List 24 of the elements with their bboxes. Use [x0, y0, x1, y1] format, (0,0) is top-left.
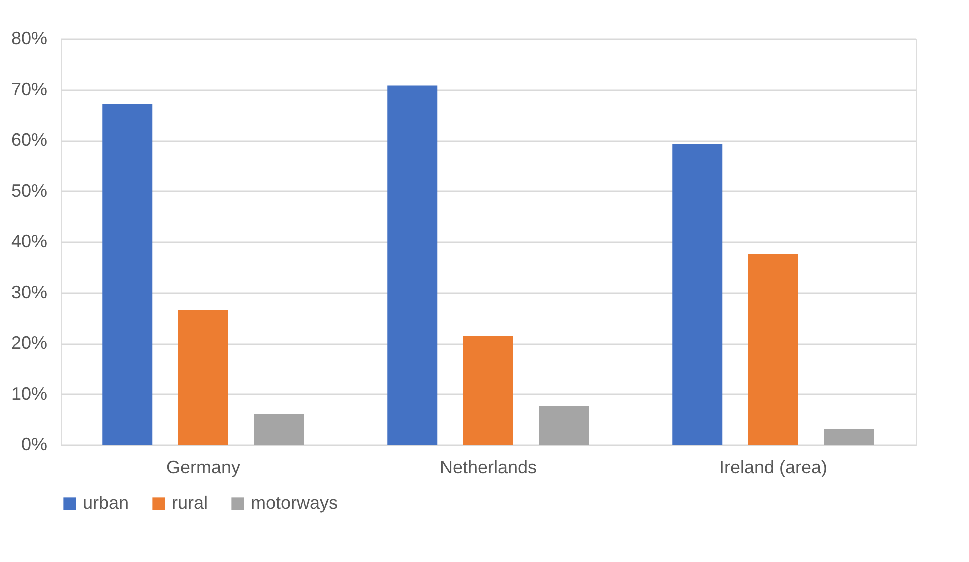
legend-label: rural: [172, 493, 208, 513]
bar: [539, 406, 590, 445]
x-tick-label: Netherlands: [440, 458, 538, 478]
bar: [254, 414, 304, 445]
legend-label: urban: [83, 493, 130, 513]
bar: [748, 254, 798, 445]
y-tick-label: 70%: [11, 79, 48, 100]
x-tick-label: Germany: [166, 458, 241, 478]
y-tick-label: 40%: [11, 232, 48, 252]
bar: [178, 310, 228, 445]
y-tick-label: 60%: [11, 130, 48, 150]
y-tick-label: 10%: [11, 384, 48, 404]
bar: [388, 86, 438, 445]
bar: [464, 336, 514, 445]
y-tick-label: 0%: [21, 434, 48, 454]
bar: [824, 429, 874, 445]
bar: [672, 144, 723, 445]
y-tick-label: 30%: [11, 282, 48, 302]
legend-label: motorways: [251, 493, 338, 513]
y-tick-label: 20%: [11, 333, 48, 353]
y-tick-label: 50%: [11, 180, 48, 201]
bar: [102, 104, 153, 445]
y-tick-label: 80%: [11, 28, 48, 48]
x-tick-label: Ireland (area): [719, 458, 828, 478]
